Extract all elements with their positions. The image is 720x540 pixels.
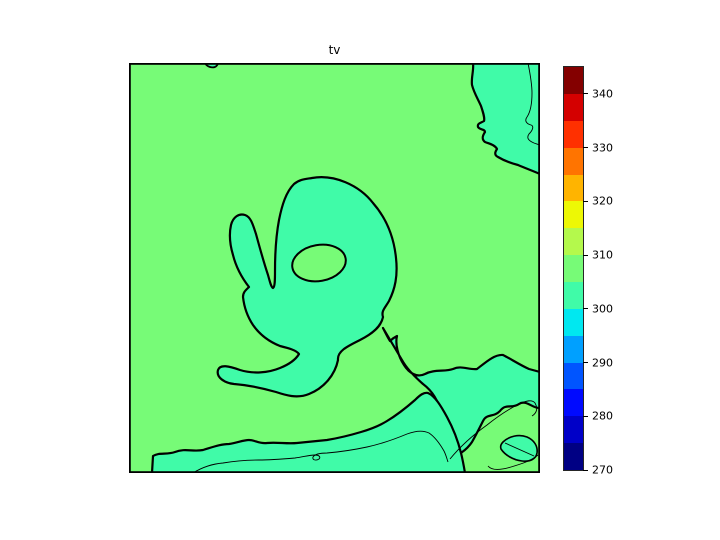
contour-plot bbox=[129, 63, 540, 473]
colorbar-segment bbox=[564, 362, 583, 390]
map-region-cyclone-eye bbox=[291, 243, 347, 283]
colorbar-segment bbox=[564, 201, 583, 229]
colorbar-segment bbox=[564, 443, 583, 470]
colorbar-tick-label: 330 bbox=[592, 141, 613, 155]
colorbar-segment bbox=[564, 174, 583, 202]
colorbar-segment bbox=[564, 67, 583, 94]
colorbar bbox=[563, 66, 584, 471]
colorbar-tick-mark bbox=[583, 415, 588, 417]
colorbar-segment bbox=[564, 416, 583, 444]
colorbar-tick-mark bbox=[583, 93, 588, 95]
colorbar-tick-label: 280 bbox=[592, 409, 613, 423]
map-region-small-blob bbox=[499, 434, 538, 462]
colorbar-segment bbox=[564, 255, 583, 282]
contour-line-small-blob-tail bbox=[487, 454, 539, 470]
colorbar-segment bbox=[564, 308, 583, 336]
colorbar-segment bbox=[564, 147, 583, 175]
colorbar-segment bbox=[564, 281, 583, 309]
colorbar-segment bbox=[564, 120, 583, 148]
contour-line-top-right bbox=[525, 63, 540, 146]
colorbar-segment bbox=[564, 389, 583, 417]
colorbar-tick-label: 270 bbox=[592, 463, 613, 477]
colorbar-tick-mark bbox=[583, 308, 588, 310]
colorbar-tick-mark bbox=[583, 469, 588, 471]
colorbar-tick-mark bbox=[583, 200, 588, 202]
colorbar-tick-label: 320 bbox=[592, 194, 613, 208]
colorbar-tick-label: 340 bbox=[592, 87, 613, 101]
colorbar-segment bbox=[564, 93, 583, 121]
colorbar-segment bbox=[564, 228, 583, 256]
colorbar-tick-mark bbox=[583, 147, 588, 149]
colorbar-tick-label: 300 bbox=[592, 302, 613, 316]
map-region-bottom-band bbox=[150, 391, 467, 473]
colorbar-segment bbox=[564, 335, 583, 363]
colorbar-tick-mark bbox=[583, 362, 588, 364]
colorbar-tick-label: 310 bbox=[592, 248, 613, 262]
map-region-cyclone bbox=[216, 176, 398, 398]
plot-title: tv bbox=[328, 43, 341, 57]
plot-frame bbox=[129, 63, 540, 473]
map-region-top-right bbox=[470, 63, 540, 176]
contour-line-bottom-band bbox=[192, 430, 449, 473]
colorbar-tick-mark bbox=[583, 254, 588, 256]
colorbar-ticks: 270 280 290 300 310 320 330 340 bbox=[564, 67, 613, 477]
contour-line-diagonal-band bbox=[449, 400, 538, 460]
contour-line-small-blob bbox=[504, 442, 535, 457]
colorbar-tick-label: 290 bbox=[592, 356, 613, 370]
